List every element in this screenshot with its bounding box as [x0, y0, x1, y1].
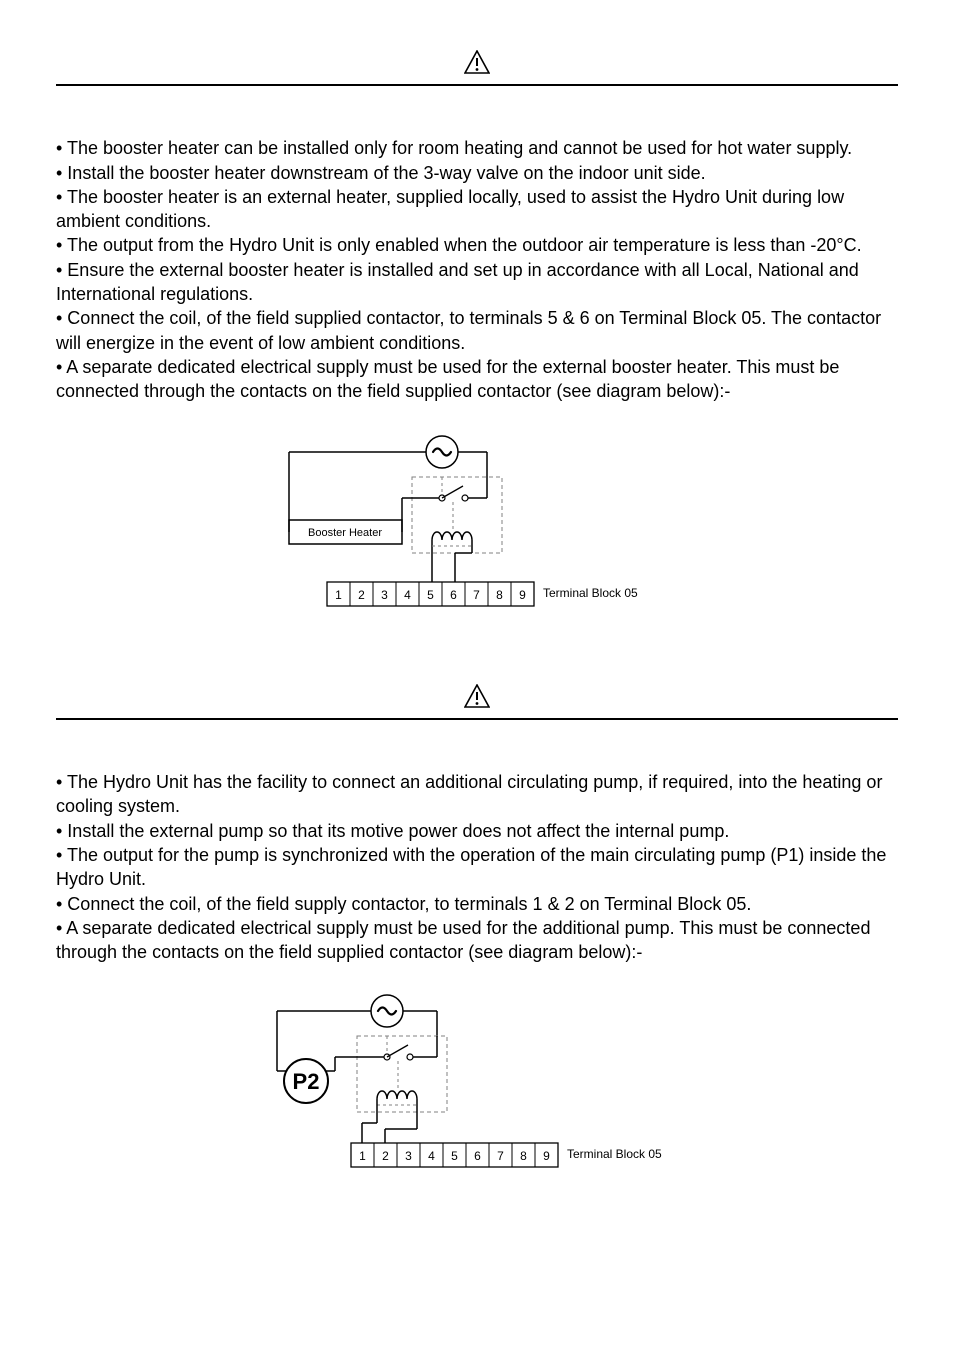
svg-text:6: 6	[450, 588, 457, 602]
caution-icon	[464, 50, 490, 80]
section1-header	[56, 50, 898, 80]
section2-diagram: P2 1 2 3 4 5 6 7 8	[56, 993, 898, 1189]
svg-text:1: 1	[359, 1149, 366, 1163]
bullet: • Install the external pump so that its …	[56, 819, 898, 843]
svg-text:8: 8	[520, 1149, 527, 1163]
bullet: • The output from the Hydro Unit is only…	[56, 233, 898, 257]
svg-text:8: 8	[496, 588, 503, 602]
section1-diagram: Booster Heater 1 2 3 4 5 6 7 8 9 Termina…	[56, 432, 898, 638]
svg-text:2: 2	[358, 588, 365, 602]
bullet: • The booster heater is an external heat…	[56, 185, 898, 234]
svg-text:5: 5	[451, 1149, 458, 1163]
bullet: • The booster heater can be installed on…	[56, 136, 898, 160]
section2-bullets: • The Hydro Unit has the facility to con…	[56, 770, 898, 964]
svg-text:4: 4	[404, 588, 411, 602]
section1-bullets: • The booster heater can be installed on…	[56, 136, 898, 403]
svg-text:1: 1	[335, 588, 342, 602]
bullet: • A separate dedicated electrical supply…	[56, 916, 898, 965]
booster-heater-label: Booster Heater	[308, 527, 382, 539]
bullet: • Install the booster heater downstream …	[56, 161, 898, 185]
svg-text:3: 3	[381, 588, 388, 602]
svg-text:9: 9	[543, 1149, 550, 1163]
section2-header	[56, 684, 898, 714]
terminal-block-label: Terminal Block 05	[567, 1147, 662, 1161]
svg-text:3: 3	[405, 1149, 412, 1163]
terminal-block: 1 2 3 4 5 6 7 8 9	[351, 1143, 558, 1167]
bullet: • Connect the coil, of the field supplie…	[56, 306, 898, 355]
bullet: • Ensure the external booster heater is …	[56, 258, 898, 307]
section2-rule	[56, 718, 898, 720]
bullet: • Connect the coil, of the field supply …	[56, 892, 898, 916]
bullet: • The Hydro Unit has the facility to con…	[56, 770, 898, 819]
svg-text:7: 7	[497, 1149, 504, 1163]
section1-rule	[56, 84, 898, 86]
svg-text:9: 9	[519, 588, 526, 602]
caution-icon	[464, 684, 490, 714]
svg-text:7: 7	[473, 588, 480, 602]
terminal-block-label: Terminal Block 05	[543, 586, 638, 600]
svg-text:2: 2	[382, 1149, 389, 1163]
terminal-block: 1 2 3 4 5 6 7 8 9	[327, 582, 534, 606]
bullet: • A separate dedicated electrical supply…	[56, 355, 898, 404]
svg-text:6: 6	[474, 1149, 481, 1163]
svg-text:4: 4	[428, 1149, 435, 1163]
svg-text:5: 5	[427, 588, 434, 602]
bullet: • The output for the pump is synchronize…	[56, 843, 898, 892]
pump-label: P2	[293, 1069, 320, 1094]
